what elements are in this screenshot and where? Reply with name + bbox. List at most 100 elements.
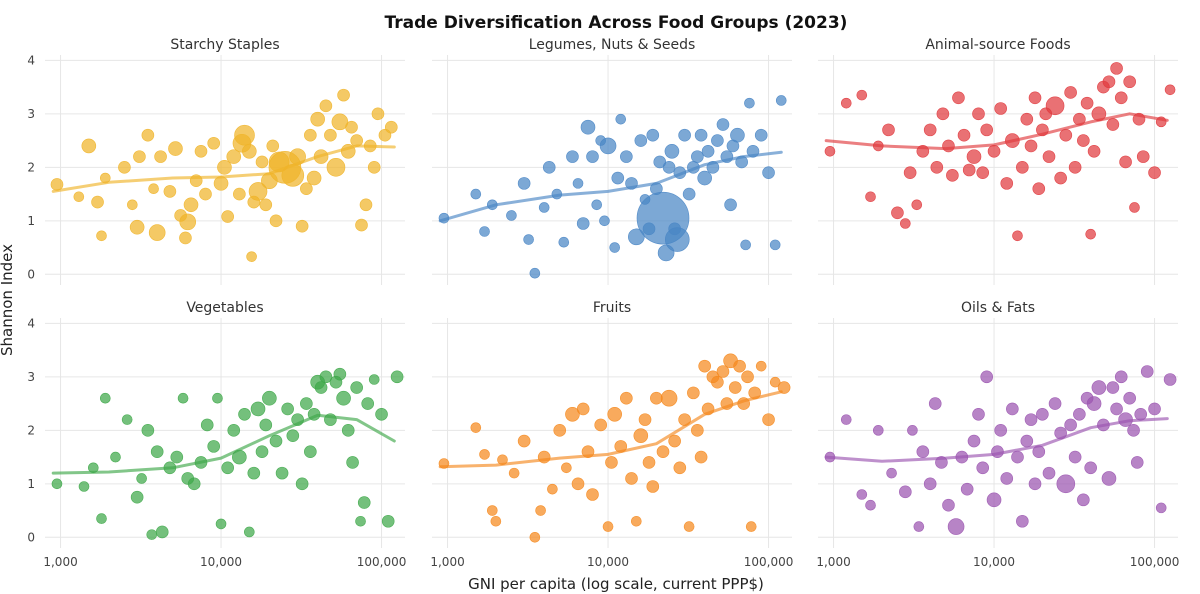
x-tick-label: 10,000 <box>587 555 629 569</box>
data-point <box>911 199 923 211</box>
data-point <box>678 128 691 142</box>
data-point <box>1114 370 1128 384</box>
panel-title: Oils & Fats <box>961 300 1035 316</box>
data-point <box>81 138 97 154</box>
x-axis-label: GNI per capita (log scale, current PPP$) <box>468 575 764 593</box>
data-point <box>1042 150 1056 163</box>
chart-title: Trade Diversification Across Food Groups… <box>385 13 848 33</box>
data-point <box>872 425 884 436</box>
y-axis-label: Shannon Index <box>0 244 16 356</box>
trend-line <box>438 390 783 469</box>
y-tick-label: 0 <box>27 530 35 544</box>
data-point <box>331 113 349 131</box>
data-point <box>269 434 283 448</box>
data-point <box>381 514 395 528</box>
data-point <box>711 375 724 389</box>
data-point <box>769 376 781 388</box>
data-point <box>580 119 596 135</box>
data-point <box>1048 397 1062 410</box>
x-tick-label: 1,000 <box>43 555 77 569</box>
data-point <box>1106 118 1120 131</box>
data-point <box>1016 514 1029 528</box>
data-point <box>1130 456 1144 469</box>
data-point <box>571 477 585 491</box>
data-point <box>928 397 942 410</box>
data-point <box>350 381 363 394</box>
data-point <box>130 490 144 504</box>
data-point <box>646 480 660 493</box>
data-point <box>1028 91 1042 105</box>
data-point <box>620 150 633 163</box>
data-point <box>966 149 982 164</box>
data-point <box>508 467 520 479</box>
data-point <box>1087 144 1101 158</box>
data-point <box>183 197 199 213</box>
trend-line <box>438 150 783 223</box>
data-point <box>529 532 541 543</box>
data-point <box>255 445 269 459</box>
panel-fruits: Fruits 1,000 10,000 100,000 <box>430 300 793 569</box>
data-point <box>529 267 541 279</box>
data-point <box>694 128 708 142</box>
data-point <box>716 118 730 131</box>
data-point <box>96 230 107 242</box>
data-point <box>248 182 268 201</box>
data-point <box>701 144 715 158</box>
x-tick-label: 10,000 <box>973 555 1015 569</box>
data-point <box>1136 150 1150 163</box>
data-point <box>244 526 255 538</box>
data-point <box>333 367 347 381</box>
data-point <box>319 99 333 113</box>
data-point <box>375 407 388 421</box>
data-point <box>133 150 146 163</box>
data-point <box>99 392 111 404</box>
data-point <box>371 107 385 121</box>
data-point <box>336 390 351 406</box>
data-point <box>146 529 158 540</box>
data-point <box>942 139 955 153</box>
data-point <box>233 187 246 201</box>
data-point <box>361 397 375 410</box>
data-point <box>517 177 531 190</box>
data-point <box>1091 380 1107 395</box>
data-point <box>923 477 937 491</box>
data-point <box>553 424 567 437</box>
data-point <box>242 143 257 159</box>
data-point <box>357 496 371 509</box>
data-point <box>698 359 711 373</box>
data-point <box>163 185 177 198</box>
data-point <box>1148 402 1161 416</box>
data-point <box>697 170 712 186</box>
data-point <box>1024 139 1038 153</box>
data-point <box>762 166 775 179</box>
data-point <box>148 183 159 195</box>
data-point <box>903 166 917 179</box>
data-point <box>957 128 971 142</box>
data-point <box>170 450 184 464</box>
data-point <box>980 370 994 384</box>
data-point <box>51 478 63 490</box>
data-point <box>711 134 724 147</box>
data-point <box>314 381 328 394</box>
data-point <box>535 505 546 516</box>
data-point <box>1000 177 1014 190</box>
data-point <box>745 521 757 532</box>
data-point <box>207 440 221 453</box>
data-point <box>976 461 990 475</box>
data-point <box>141 128 155 142</box>
data-point <box>538 202 550 213</box>
data-point <box>942 498 955 512</box>
data-point <box>724 198 737 212</box>
data-point <box>470 422 482 433</box>
data-point <box>281 402 294 416</box>
data-point <box>642 456 656 469</box>
data-point <box>1123 75 1136 89</box>
data-point <box>1028 477 1042 491</box>
data-point <box>346 456 359 469</box>
data-point <box>506 210 517 221</box>
data-point <box>1059 128 1073 142</box>
data-point <box>605 456 618 469</box>
data-point <box>91 195 104 209</box>
data-point <box>1077 493 1090 507</box>
